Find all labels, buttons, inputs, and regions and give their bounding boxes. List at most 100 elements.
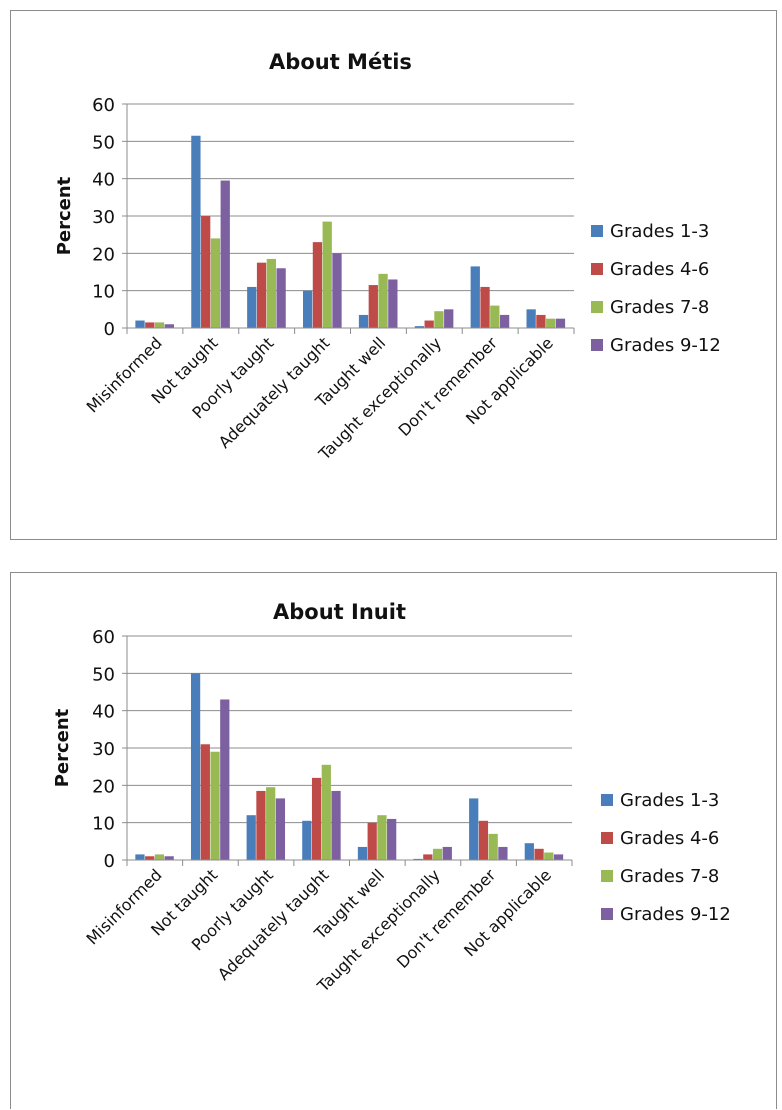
- about-m-tis-y-tick-label: 20: [92, 244, 115, 265]
- about-inuit-bar-grades-1-3-poorly-taught: [246, 815, 256, 860]
- about-m-tis-x-tick-label: Misinformed: [83, 333, 166, 416]
- about-m-tis-y-tick-label: 40: [92, 170, 115, 191]
- about-m-tis-bar-grades-7-8-taught-well: [378, 273, 388, 328]
- about-inuit-bar-grades-9-12-not-taught: [220, 699, 230, 860]
- about-m-tis-legend-label-grades-7-8: Grades 7-8: [610, 297, 709, 318]
- about-m-tis-bar-grades-7-8-misinformed: [154, 322, 165, 328]
- about-m-tis-bar-grades-7-8-taught-exceptionally: [434, 311, 444, 328]
- about-m-tis-bar-grades-1-3-poorly-taught: [247, 286, 257, 328]
- about-inuit-y-axis-label: Percent: [52, 708, 73, 787]
- about-inuit-bar-grades-4-6-poorly-taught: [256, 790, 266, 860]
- about-inuit-bar-grades-1-3-misinformed: [135, 854, 145, 860]
- about-inuit-bar-grades-1-3-not-applicable: [524, 843, 534, 860]
- about-inuit-bar-grades-1-3-don-t-remember: [469, 798, 479, 860]
- about-m-tis-series-grades-9-12: [164, 180, 566, 328]
- about-m-tis-bar-grades-4-6-taught-exceptionally: [424, 320, 434, 328]
- about-inuit-legend-label-grades-4-6: Grades 4-6: [620, 828, 719, 849]
- about-inuit-bar-grades-4-6-don-t-remember: [478, 820, 489, 860]
- about-m-tis-bar-grades-4-6-not-taught: [201, 216, 211, 328]
- about-inuit-y-tick-label: 50: [92, 664, 115, 685]
- about-inuit-bar-grades-4-6-adequately-taught: [311, 777, 322, 860]
- about-inuit-bar-grades-4-6-misinformed: [145, 856, 155, 860]
- about-inuit-series-grades-9-12: [164, 699, 564, 860]
- about-m-tis-bar-grades-4-6-poorly-taught: [256, 262, 267, 328]
- about-m-tis-bar-grades-9-12-taught-exceptionally: [444, 309, 454, 328]
- about-m-tis-title: About Métis: [269, 50, 412, 74]
- about-inuit-bar-grades-9-12-not-applicable: [553, 854, 564, 860]
- about-m-tis-bar-grades-4-6-adequately-taught: [312, 242, 323, 328]
- about-m-tis-bar-grades-9-12-not-taught: [220, 180, 230, 328]
- about-inuit-bar-grades-1-3-taught-well: [357, 846, 368, 860]
- about-inuit-bar-grades-7-8-not-taught: [210, 751, 220, 860]
- about-inuit-legend-label-grades-9-12: Grades 9-12: [620, 904, 731, 925]
- about-m-tis-series-grades-4-6: [145, 216, 546, 328]
- about-inuit-bar-grades-7-8-poorly-taught: [266, 787, 276, 860]
- about-inuit-bar-grades-7-8-taught-well: [377, 815, 387, 860]
- about-m-tis-legend-label-grades-9-12: Grades 9-12: [610, 335, 721, 356]
- about-m-tis-bar-grades-1-3-taught-exceptionally: [414, 326, 425, 328]
- about-inuit-bar-grades-4-6-taught-well: [367, 822, 377, 860]
- about-m-tis-bar-grades-1-3-not-taught: [191, 135, 201, 328]
- about-m-tis-bar-grades-1-3-don-t-remember: [470, 266, 480, 328]
- about-m-tis-legend-label-grades-1-3: Grades 1-3: [610, 221, 709, 242]
- about-m-tis-y-axis-label: Percent: [54, 176, 75, 255]
- about-m-tis-bar-grades-9-12-adequately-taught: [332, 253, 342, 328]
- about-m-tis-bar-grades-4-6-taught-well: [368, 285, 378, 328]
- about-inuit-legend-swatch-grades-7-8: [601, 870, 613, 882]
- about-inuit-y-tick-label: 30: [92, 739, 115, 760]
- about-m-tis-bar-grades-7-8-adequately-taught: [322, 221, 332, 328]
- about-inuit-x-tick-label: Misinformed: [83, 865, 166, 948]
- about-m-tis-bar-grades-7-8-not-taught: [210, 238, 221, 328]
- about-inuit-series-grades-4-6: [145, 744, 544, 860]
- about-inuit-series-grades-1-3: [135, 673, 534, 860]
- about-inuit-bar-grades-1-3-not-taught: [190, 673, 201, 860]
- about-m-tis-legend-swatch-grades-7-8: [591, 301, 603, 313]
- about-m-tis-y-tick-label: 50: [92, 132, 115, 153]
- about-inuit-bar-grades-4-6-not-applicable: [534, 848, 544, 860]
- about-inuit-y-tick-label: 10: [92, 814, 115, 835]
- about-m-tis-bar-grades-9-12-misinformed: [164, 324, 174, 328]
- about-m-tis-y-tick-label: 60: [92, 95, 115, 116]
- about-inuit-bar-grades-4-6-taught-exceptionally: [423, 854, 433, 860]
- about-m-tis-bar-grades-9-12-don-t-remember: [499, 314, 510, 328]
- about-m-tis-series-grades-7-8: [154, 221, 556, 328]
- about-inuit-legend-swatch-grades-4-6: [601, 832, 613, 844]
- about-inuit-y-tick-label: 0: [104, 851, 115, 872]
- about-inuit-y-tick-label: 20: [92, 776, 115, 797]
- about-m-tis-bar-grades-4-6-misinformed: [145, 322, 155, 328]
- about-m-tis-y-tick-label: 0: [104, 319, 115, 340]
- about-m-tis-bar-grades-1-3-misinformed: [135, 320, 145, 328]
- about-m-tis-bar-grades-9-12-poorly-taught: [276, 268, 286, 328]
- about-inuit-bar-grades-7-8-misinformed: [154, 854, 165, 860]
- about-m-tis-bar-grades-4-6-don-t-remember: [480, 286, 490, 328]
- about-inuit-legend-label-grades-7-8: Grades 7-8: [620, 866, 719, 887]
- about-inuit-bar-grades-7-8-not-applicable: [544, 852, 554, 860]
- about-m-tis-bar-grades-1-3-not-applicable: [526, 309, 536, 328]
- about-m-tis-bar-grades-9-12-taught-well: [388, 279, 398, 328]
- about-m-tis-series-grades-1-3: [135, 135, 536, 328]
- chart-panel-inuit: 0 10 20 30 40 50 60 Misinformed Not taught Poorly…: [10, 572, 777, 1109]
- about-m-tis-legend-label-grades-4-6: Grades 4-6: [610, 259, 709, 280]
- about-m-tis-bar-grades-9-12-not-applicable: [555, 318, 566, 328]
- about-inuit-legend-label-grades-1-3: Grades 1-3: [620, 790, 719, 811]
- about-m-tis-bar-grades-4-6-not-applicable: [536, 314, 546, 328]
- about-m-tis-bar-grades-1-3-taught-well: [358, 314, 369, 328]
- about-inuit-y-tick-label: 40: [92, 702, 115, 723]
- chart-panel-metis: 0 10 20 30 40 50 60 Misinformed Not taught Poorly…: [10, 10, 777, 540]
- about-m-tis-x-tick-label: Don't remember: [394, 333, 501, 440]
- about-m-tis-legend-swatch-grades-4-6: [591, 263, 603, 275]
- about-inuit-bar-grades-9-12-don-t-remember: [498, 846, 508, 860]
- about-m-tis-legend-swatch-grades-9-12: [591, 339, 603, 351]
- about-m-tis-y-tick-label: 30: [92, 207, 115, 228]
- about-inuit-y-tick-label: 60: [92, 627, 115, 648]
- about-inuit-bar-grades-1-3-adequately-taught: [302, 820, 312, 860]
- about-m-tis-bar-grades-1-3-adequately-taught: [303, 290, 313, 328]
- about-inuit-x-tick-label: Don't remember: [393, 865, 500, 972]
- about-inuit-bar-grades-9-12-taught-well: [387, 818, 397, 860]
- about-inuit-bar-grades-9-12-poorly-taught: [275, 798, 286, 860]
- about-m-tis-legend: Grades 1-3 Grades 4-6 Grades 7-8 Grades 9-1…: [591, 221, 721, 356]
- about-m-tis-bar-grades-7-8-not-applicable: [546, 318, 556, 328]
- about-m-tis-bar-grades-7-8-don-t-remember: [490, 305, 500, 328]
